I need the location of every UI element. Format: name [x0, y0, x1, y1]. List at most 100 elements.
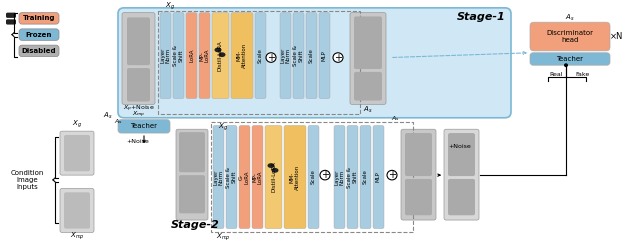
- Text: +: +: [267, 52, 275, 62]
- Text: G-
LoRA: G- LoRA: [239, 170, 250, 184]
- Ellipse shape: [271, 168, 278, 173]
- Text: MLP: MLP: [322, 50, 327, 61]
- FancyBboxPatch shape: [293, 13, 304, 99]
- FancyBboxPatch shape: [19, 13, 59, 24]
- FancyBboxPatch shape: [448, 179, 475, 215]
- Circle shape: [320, 170, 330, 180]
- FancyBboxPatch shape: [252, 125, 263, 229]
- FancyBboxPatch shape: [60, 189, 94, 233]
- Text: +Noise: +Noise: [127, 139, 149, 144]
- FancyBboxPatch shape: [360, 125, 371, 229]
- FancyBboxPatch shape: [530, 22, 610, 51]
- FancyBboxPatch shape: [350, 13, 386, 104]
- Text: Scale &
Shift: Scale & Shift: [293, 45, 304, 66]
- Text: $X_g$: $X_g$: [165, 0, 175, 12]
- FancyBboxPatch shape: [118, 120, 170, 133]
- FancyBboxPatch shape: [306, 13, 317, 99]
- Text: +: +: [321, 170, 329, 180]
- FancyBboxPatch shape: [319, 13, 330, 99]
- FancyBboxPatch shape: [226, 125, 237, 229]
- Text: $A_s$: $A_s$: [363, 105, 373, 115]
- Text: $X_{mp}$: $X_{mp}$: [216, 232, 230, 243]
- Text: $A_s$: $A_s$: [114, 117, 122, 126]
- Text: $X_p$+Noise: $X_p$+Noise: [123, 104, 154, 114]
- FancyBboxPatch shape: [444, 129, 479, 220]
- FancyBboxPatch shape: [186, 13, 197, 99]
- FancyBboxPatch shape: [118, 8, 511, 118]
- Text: Scale: Scale: [309, 48, 314, 63]
- Text: MM-
Attention: MM- Attention: [237, 43, 248, 68]
- FancyBboxPatch shape: [354, 72, 382, 101]
- Text: +Noise: +Noise: [449, 144, 472, 149]
- Text: Scale: Scale: [363, 170, 368, 184]
- Text: LoRA: LoRA: [189, 49, 194, 62]
- Text: MP-
LoRA: MP- LoRA: [199, 49, 210, 62]
- FancyBboxPatch shape: [373, 125, 384, 229]
- FancyBboxPatch shape: [212, 13, 229, 99]
- FancyBboxPatch shape: [179, 132, 205, 172]
- Text: Layer
Norm: Layer Norm: [160, 48, 171, 63]
- Ellipse shape: [268, 163, 275, 168]
- Circle shape: [266, 53, 276, 62]
- FancyBboxPatch shape: [64, 192, 90, 229]
- FancyBboxPatch shape: [173, 13, 184, 99]
- FancyBboxPatch shape: [448, 133, 475, 176]
- FancyBboxPatch shape: [239, 125, 250, 229]
- FancyBboxPatch shape: [160, 13, 171, 99]
- FancyBboxPatch shape: [60, 131, 94, 175]
- Text: $A_s$: $A_s$: [565, 12, 575, 23]
- FancyBboxPatch shape: [401, 129, 436, 220]
- FancyBboxPatch shape: [127, 17, 150, 65]
- Text: MM-
Attention: MM- Attention: [290, 165, 300, 190]
- Text: Stage-2: Stage-2: [171, 220, 220, 230]
- FancyBboxPatch shape: [213, 125, 224, 229]
- FancyBboxPatch shape: [405, 179, 432, 215]
- Text: Fake: Fake: [575, 72, 589, 77]
- Text: +: +: [388, 170, 396, 180]
- FancyBboxPatch shape: [334, 125, 345, 229]
- Circle shape: [333, 53, 343, 62]
- Text: ×N: ×N: [611, 32, 624, 41]
- FancyBboxPatch shape: [6, 19, 16, 25]
- Text: Discriminator
head: Discriminator head: [547, 30, 593, 43]
- FancyBboxPatch shape: [405, 133, 432, 176]
- Text: Scale &
Shift: Scale & Shift: [173, 45, 184, 66]
- Text: $A_s$: $A_s$: [390, 114, 399, 123]
- Ellipse shape: [214, 48, 221, 52]
- Text: $A_s$: $A_s$: [104, 111, 113, 121]
- Text: Distill-LoRA: Distill-LoRA: [271, 162, 276, 192]
- Text: +: +: [334, 52, 342, 62]
- FancyBboxPatch shape: [280, 13, 291, 99]
- Text: Layer
Norm: Layer Norm: [334, 169, 345, 185]
- FancyBboxPatch shape: [347, 125, 358, 229]
- Bar: [158, 11, 360, 114]
- FancyBboxPatch shape: [64, 135, 90, 171]
- FancyBboxPatch shape: [530, 53, 610, 65]
- Ellipse shape: [218, 52, 225, 57]
- FancyBboxPatch shape: [199, 13, 210, 99]
- Text: $X_{mp}$: $X_{mp}$: [132, 110, 145, 120]
- FancyBboxPatch shape: [265, 125, 282, 229]
- Text: Stage-1: Stage-1: [456, 12, 506, 22]
- Text: MP-
LoRA: MP- LoRA: [252, 170, 263, 184]
- FancyBboxPatch shape: [6, 13, 16, 18]
- FancyBboxPatch shape: [231, 13, 253, 99]
- Text: Layer
Norm: Layer Norm: [213, 169, 224, 185]
- Text: Training: Training: [23, 15, 55, 21]
- FancyBboxPatch shape: [176, 129, 208, 220]
- Text: Teacher: Teacher: [131, 123, 157, 129]
- Text: Teacher: Teacher: [557, 56, 584, 62]
- Text: $X_{mp}$: $X_{mp}$: [70, 231, 84, 242]
- Text: Scale: Scale: [258, 48, 263, 63]
- FancyBboxPatch shape: [284, 125, 306, 229]
- FancyBboxPatch shape: [127, 68, 150, 102]
- Text: MLP: MLP: [376, 172, 381, 182]
- FancyBboxPatch shape: [308, 125, 319, 229]
- Text: Layer
Norm: Layer Norm: [280, 48, 291, 63]
- FancyBboxPatch shape: [354, 17, 382, 69]
- Text: Scale &
Shift: Scale & Shift: [226, 166, 237, 188]
- Text: Scale &
Shift: Scale & Shift: [347, 166, 358, 188]
- Text: Disabled: Disabled: [22, 48, 56, 54]
- FancyBboxPatch shape: [19, 29, 59, 40]
- Text: $X_g$: $X_g$: [218, 122, 228, 133]
